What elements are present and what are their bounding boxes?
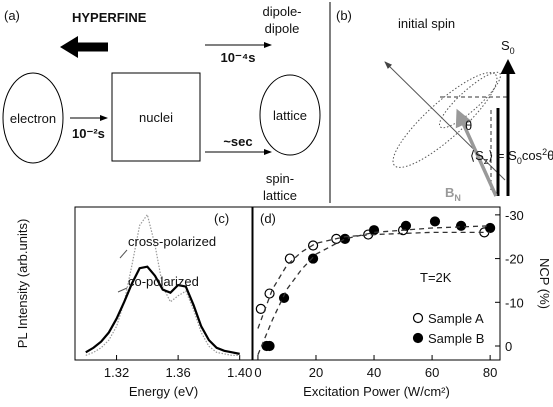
label: ~sec	[223, 134, 252, 149]
label: spin-	[266, 171, 294, 186]
label: 10⁻²s	[72, 126, 105, 141]
x-tick-label: 60	[425, 365, 439, 380]
fit-line	[257, 225, 491, 356]
label: lattice	[273, 108, 307, 123]
legend-label: Sample B	[428, 331, 484, 346]
panel-label: (d)	[260, 211, 276, 226]
formula: ⟨Sz⟩ = S0cos2θ	[470, 147, 553, 166]
point	[307, 253, 319, 264]
y-axis-label: NCP (%)	[537, 258, 552, 309]
spin-vector	[384, 61, 506, 181]
nuclei-box	[111, 72, 201, 162]
plot-frame	[252, 206, 501, 361]
lattice-shape	[259, 74, 321, 156]
label: HYPERFINE	[72, 10, 147, 25]
x-tick-label: 80	[483, 365, 497, 380]
y-tick-label: -10	[505, 295, 524, 310]
label: BN	[445, 185, 461, 203]
point	[400, 220, 412, 231]
y-tick-label: -20	[505, 252, 524, 267]
panel-label: (a)	[4, 8, 20, 23]
electron-shape	[2, 72, 64, 164]
arrow-head	[60, 36, 78, 58]
x-axis-label: Energy (eV)	[129, 384, 198, 399]
legend-label: Sample A	[428, 311, 484, 326]
label: θ	[465, 118, 472, 133]
x-axis-label: Excitation Power (W/cm²)	[303, 384, 450, 399]
y-tick-label: -30	[505, 208, 524, 223]
point	[278, 292, 290, 304]
legend-marker	[412, 332, 424, 344]
leader	[117, 287, 128, 293]
panel-label: (b)	[336, 8, 352, 23]
series-label: co-polarized	[128, 274, 199, 289]
panel-label: (c)	[214, 211, 229, 226]
y-tick-label: 0	[505, 339, 512, 354]
point	[368, 225, 380, 236]
series-line	[85, 265, 240, 355]
point	[255, 303, 266, 314]
leader	[119, 249, 128, 259]
label: dipole	[265, 21, 300, 36]
plot-frame	[74, 206, 253, 361]
point	[339, 233, 351, 245]
x-tick-label: 1.40	[227, 365, 252, 380]
x-tick-label: 1.32	[104, 365, 129, 380]
point	[264, 288, 275, 299]
precession-cone	[439, 71, 501, 129]
panel-b: (b) initial spin S0 θ BN ⟨Sz⟩ = S0cos2θ	[336, 8, 553, 203]
x-tick-label: 40	[367, 365, 381, 380]
x-tick-label: 0	[254, 365, 261, 380]
series-label: cross-polarized	[128, 234, 216, 249]
label: S0	[501, 38, 515, 56]
x-tick-label: 20	[309, 365, 323, 380]
label: dipole-	[262, 4, 301, 19]
y-axis-label: PL Intensity (arb.units)	[15, 219, 30, 349]
x-tick-label: 1.36	[165, 365, 190, 380]
point	[429, 216, 441, 227]
panel-a: (a) HYPERFINE electron nuclei lattice 10…	[2, 4, 321, 203]
annotation: T=2K	[420, 270, 452, 285]
point	[456, 220, 467, 231]
point	[485, 222, 496, 234]
bn-arrow	[455, 108, 498, 197]
label: 10⁻⁴s	[221, 50, 256, 65]
label: lattice	[263, 188, 297, 203]
label: initial spin	[398, 16, 455, 31]
legend-marker	[412, 312, 424, 324]
label: electron	[10, 111, 56, 126]
point	[264, 340, 275, 352]
series-line	[85, 213, 240, 357]
label: nuclei	[139, 110, 173, 125]
